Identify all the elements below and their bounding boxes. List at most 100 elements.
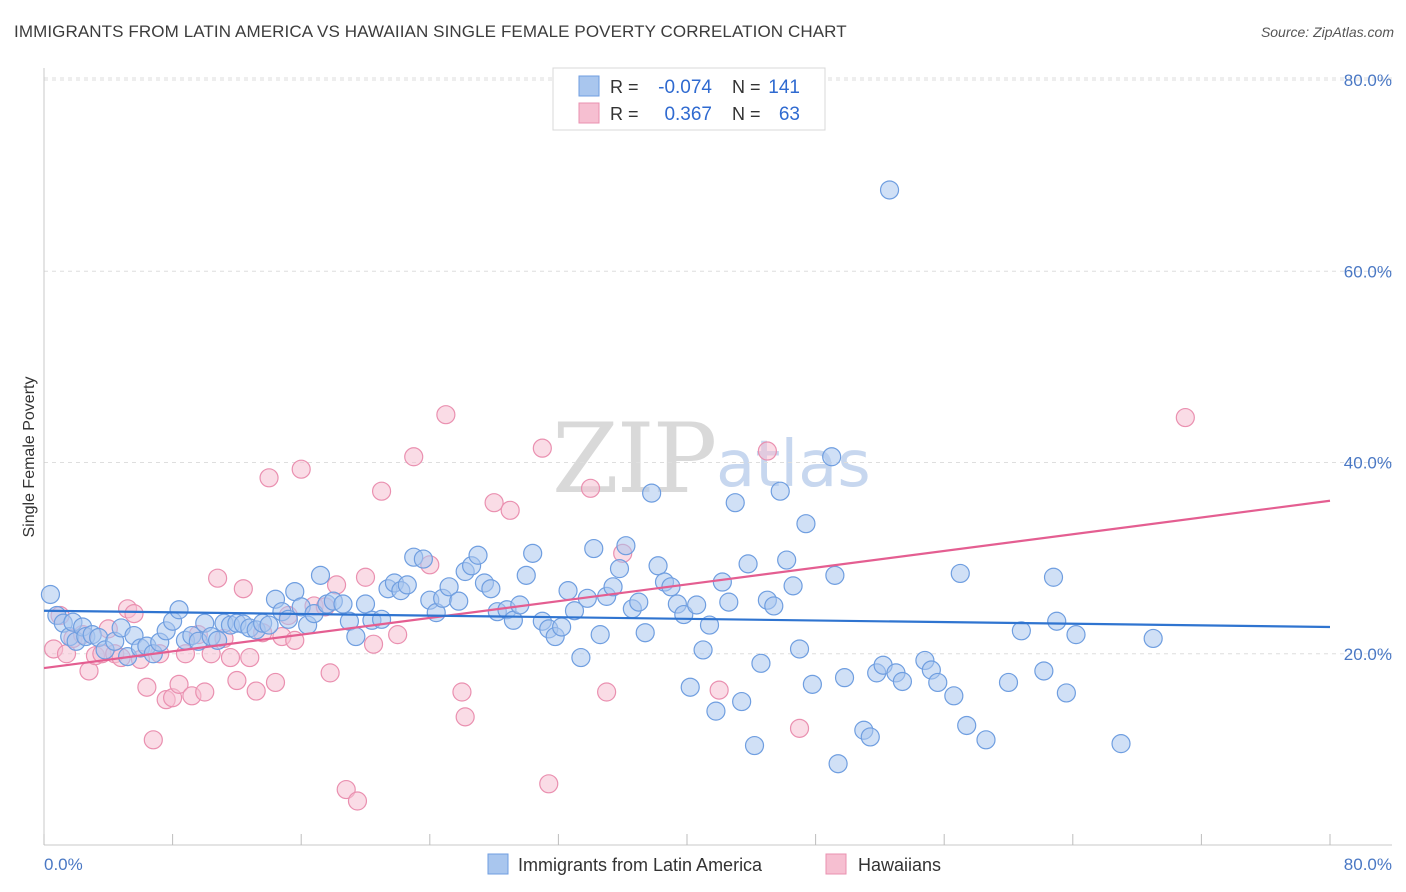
data-point-hawaiians xyxy=(347,791,368,811)
data-point-immigrants xyxy=(950,563,970,584)
data-point-immigrants xyxy=(552,617,572,637)
data-point-immigrants xyxy=(1143,628,1163,649)
trendlines xyxy=(43,499,1331,670)
data-point-hawaiians xyxy=(355,567,376,587)
data-point-hawaiians xyxy=(500,500,520,520)
data-point-hawaiians xyxy=(137,677,157,697)
data-point-immigrants xyxy=(796,514,816,534)
y-tick-label: 80.0% xyxy=(1344,71,1392,90)
data-point-immigrants xyxy=(629,592,649,612)
data-point-immigrants xyxy=(802,674,822,694)
correlation-legend: R = -0.074 N = 141 R = 0.367 N = 63 xyxy=(552,67,826,131)
data-point-hawaiians xyxy=(404,447,424,467)
trendline-hawaiians xyxy=(43,499,1331,670)
series-legend: Immigrants from Latin America Hawaiians xyxy=(487,853,941,875)
data-point-hawaiians xyxy=(757,441,777,461)
data-point-immigrants xyxy=(680,677,700,697)
data-point-immigrants xyxy=(603,577,623,597)
data-point-immigrants xyxy=(789,639,810,659)
data-point-immigrants xyxy=(571,647,591,668)
legend-n-label-1: N = xyxy=(732,77,761,97)
legend-n-value-1: 141 xyxy=(768,77,800,98)
data-point-hawaiians xyxy=(195,682,215,702)
data-point-immigrants xyxy=(590,625,610,645)
data-point-immigrants xyxy=(822,447,842,467)
data-point-hawaiians xyxy=(1175,407,1195,428)
y-tick-label: 60.0% xyxy=(1344,262,1392,281)
x-tick-label-min: 0.0% xyxy=(44,855,83,874)
legend-swatch-blue xyxy=(578,75,600,97)
data-point-immigrants xyxy=(259,615,279,635)
data-point-immigrants xyxy=(1043,567,1064,587)
x-tick-label-max: 80.0% xyxy=(1344,855,1392,874)
data-point-immigrants xyxy=(616,536,636,556)
data-point-hawaiians xyxy=(320,663,340,683)
data-point-immigrants xyxy=(892,671,913,692)
data-point-immigrants xyxy=(998,672,1019,693)
data-point-hawaiians xyxy=(388,625,408,645)
data-point-immigrants xyxy=(40,584,61,605)
data-point-immigrants xyxy=(706,701,726,721)
watermark: ZIP atlas xyxy=(552,403,871,515)
legend-swatch-immigrants xyxy=(487,853,509,875)
legend-r-value-1: -0.074 xyxy=(658,77,712,98)
data-point-immigrants xyxy=(732,691,752,712)
legend-r-label-2: R = xyxy=(610,104,639,124)
data-point-immigrants xyxy=(825,565,845,585)
data-point-hawaiians xyxy=(484,493,504,513)
data-point-immigrants xyxy=(449,591,469,611)
data-point-immigrants xyxy=(738,554,758,574)
data-point-hawaiians xyxy=(371,481,392,501)
chart-title: IMMIGRANTS FROM LATIN AMERICA VS HAWAIIA… xyxy=(14,22,847,41)
data-point-immigrants xyxy=(584,538,604,559)
data-point-immigrants xyxy=(944,686,964,706)
data-point-immigrants xyxy=(1047,611,1067,631)
legend-n-label-2: N = xyxy=(732,104,761,124)
data-point-immigrants xyxy=(879,180,900,200)
data-point-hawaiians xyxy=(532,438,552,458)
data-point-immigrants xyxy=(169,600,189,620)
data-point-immigrants xyxy=(777,550,797,570)
data-point-immigrants xyxy=(564,601,585,621)
data-point-hawaiians xyxy=(580,478,601,498)
data-point-immigrants xyxy=(413,549,433,569)
data-point-hawaiians xyxy=(436,405,456,425)
data-point-hawaiians xyxy=(227,670,247,691)
data-point-immigrants xyxy=(693,640,713,660)
data-point-hawaiians xyxy=(789,718,810,738)
data-point-immigrants xyxy=(333,594,353,614)
y-tick-label: 20.0% xyxy=(1344,645,1392,664)
data-point-hawaiians xyxy=(455,707,475,727)
data-point-immigrants xyxy=(744,735,765,756)
data-point-hawaiians xyxy=(326,575,347,595)
data-point-hawaiians xyxy=(220,647,241,668)
data-point-immigrants xyxy=(648,556,668,576)
data-point-immigrants xyxy=(558,581,578,601)
data-point-hawaiians xyxy=(208,568,228,588)
data-point-immigrants xyxy=(957,715,977,736)
data-point-immigrants xyxy=(687,595,707,615)
data-point-immigrants xyxy=(725,493,745,513)
x-tick-marks xyxy=(43,834,1331,845)
data-point-hawaiians xyxy=(169,674,189,694)
data-point-hawaiians xyxy=(233,579,253,599)
data-point-immigrants xyxy=(481,579,501,599)
data-point-immigrants xyxy=(828,754,848,774)
trendline-immigrants xyxy=(43,609,1331,629)
data-point-hawaiians xyxy=(363,634,384,654)
data-point-hawaiians xyxy=(597,682,617,702)
data-point-immigrants xyxy=(516,565,536,585)
data-point-immigrants xyxy=(609,559,630,579)
data-point-immigrants xyxy=(468,545,488,565)
data-point-hawaiians xyxy=(709,680,729,700)
data-point-immigrants xyxy=(1111,734,1131,754)
data-point-immigrants xyxy=(310,565,331,585)
series-immigrants-latin-america xyxy=(40,180,1163,774)
data-point-immigrants xyxy=(764,596,784,616)
legend-swatch-pink xyxy=(578,102,600,124)
gridlines xyxy=(44,77,1392,655)
y-tick-labels: 20.0% 40.0% 60.0% 80.0% xyxy=(1344,71,1392,664)
data-point-immigrants xyxy=(783,576,803,596)
watermark-zip: ZIP xyxy=(552,403,715,515)
data-point-hawaiians xyxy=(240,647,260,668)
